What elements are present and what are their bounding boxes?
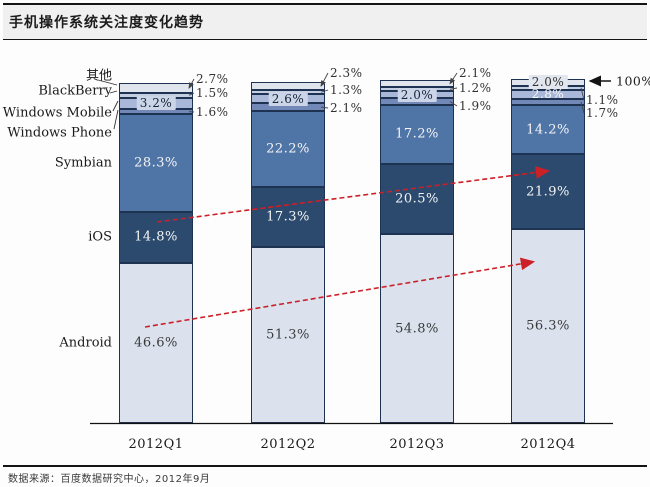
value-label-Windows Mobile-2012Q1: 3.2%	[136, 96, 176, 111]
value-label-Android-2012Q1: 46.6%	[134, 335, 178, 351]
footer-rule	[3, 465, 647, 467]
x-axis-label-2012Q4: 2012Q4	[520, 437, 576, 452]
value-label-Windows Mobile-2012Q3: 2.0%	[397, 87, 437, 102]
value-label-iOS-2012Q3: 20.5%	[395, 191, 439, 207]
value-label-Symbian-2012Q2: 22.2%	[266, 141, 310, 157]
value-label-Symbian-2012Q1: 28.3%	[134, 155, 178, 171]
value-label-Symbian-2012Q3: 17.2%	[395, 126, 439, 142]
callout-其他-2012Q1: 2.7%	[196, 72, 229, 86]
series-label-BlackBerry: BlackBerry	[38, 83, 112, 99]
callout-BlackBerry-2012Q2: 1.3%	[330, 83, 363, 97]
segment-Symbian-2012Q4	[511, 105, 585, 154]
series-label-其他: 其他	[85, 68, 112, 84]
value-label-Android-2012Q2: 51.3%	[266, 327, 310, 343]
value-label-其他-2012Q4: 2.0%	[528, 75, 568, 90]
segment-Windows Mobile-2012Q4	[511, 89, 585, 100]
callout-Windows Phone-2012Q2: 2.1%	[330, 101, 363, 115]
data-source-note: 数据来源：百度数据研究中心，2012年9月	[8, 474, 211, 485]
value-label-Android-2012Q3: 54.8%	[395, 321, 439, 337]
x-axis-label-2012Q2: 2012Q2	[260, 437, 316, 452]
value-label-Android-2012Q4: 56.3%	[526, 318, 570, 334]
segment-其他-2012Q1	[119, 83, 193, 93]
callout-其他-2012Q2: 2.3%	[330, 66, 363, 80]
series-label-Windows Phone: Windows Phone	[7, 125, 112, 141]
callout-BlackBerry-2012Q4: 1.1%	[586, 93, 619, 107]
series-label-Android: Android	[59, 335, 112, 351]
callout-Windows Phone-2012Q4: 1.7%	[586, 106, 619, 120]
segment-Windows Phone-2012Q4	[511, 99, 585, 106]
value-label-Symbian-2012Q4: 14.2%	[526, 122, 570, 138]
stacked-bar-chart: 2012Q1 2012Q2 2012Q3 2012Q4 46.6% 51.3% 54.8% 5…	[0, 40, 650, 463]
callout-BlackBerry-2012Q1: 1.5%	[196, 86, 229, 100]
callout-Windows Phone-2012Q1: 1.6%	[196, 105, 229, 119]
x-axis-label-2012Q1: 2012Q1	[128, 437, 184, 452]
segment-其他-2012Q3	[380, 80, 454, 88]
value-label-iOS-2012Q1: 14.8%	[134, 229, 178, 245]
title-band: 手机操作系统关注度变化趋势	[3, 5, 647, 39]
callout-BlackBerry-2012Q3: 1.2%	[459, 81, 492, 95]
value-label-iOS-2012Q4: 21.9%	[526, 184, 570, 200]
segment-Symbian-2012Q3	[380, 104, 454, 164]
callout-其他-2012Q3: 2.1%	[459, 66, 492, 80]
value-label-Windows Mobile-2012Q4: 2.8%	[531, 87, 565, 102]
series-label-iOS: iOS	[88, 229, 112, 245]
segment-其他-2012Q2	[251, 82, 325, 90]
top-rule	[3, 3, 647, 5]
page-title: 手机操作系统关注度变化趋势	[9, 15, 204, 31]
callout-Windows Phone-2012Q3: 1.9%	[459, 99, 492, 113]
series-label-Windows Mobile: Windows Mobile	[2, 105, 112, 121]
value-label-iOS-2012Q2: 17.3%	[266, 209, 310, 225]
series-label-Symbian: Symbian	[54, 155, 112, 171]
total-100-label: 100%	[616, 73, 650, 89]
x-axis-label-2012Q3: 2012Q3	[389, 437, 445, 452]
value-label-Windows Mobile-2012Q2: 2.6%	[268, 91, 308, 106]
